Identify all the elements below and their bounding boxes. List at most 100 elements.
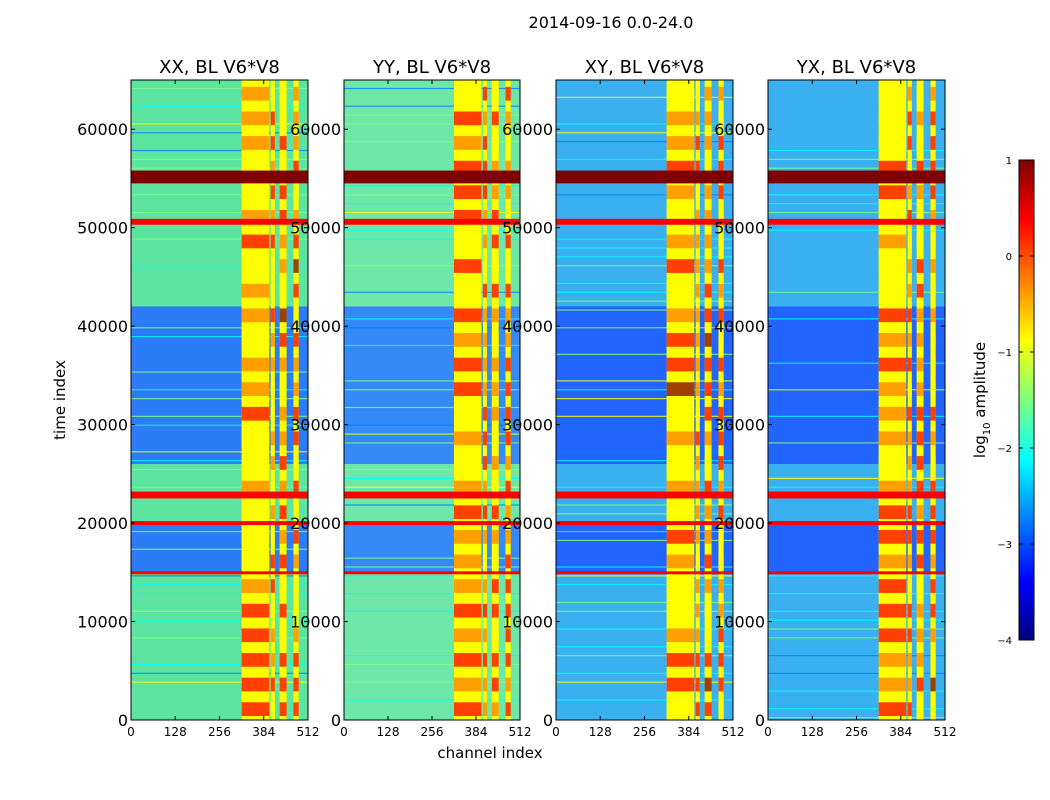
- heatmap-time-stripe: [556, 415, 733, 417]
- heatmap-flagged-band: [768, 571, 945, 575]
- heatmap-cell: [279, 603, 287, 618]
- heatmap-quiet-region: [768, 523, 945, 573]
- x-tick-label: 384: [889, 725, 912, 739]
- heatmap-time-stripe: [344, 575, 520, 577]
- heatmap-cell: [293, 357, 299, 372]
- heatmap-time-stripe: [344, 655, 520, 657]
- heatmap-cell: [482, 505, 487, 520]
- heatmap-cell: [482, 456, 487, 470]
- heatmap-time-stripe: [556, 327, 733, 329]
- heatmap-cell: [916, 480, 924, 495]
- heatmap-cell: [878, 136, 907, 150]
- y-axis-label: time index: [51, 360, 69, 440]
- heatmap-cell: [491, 160, 499, 175]
- heatmap-cell: [491, 406, 499, 421]
- heatmap-time-stripe: [768, 442, 945, 444]
- heatmap-cell: [241, 185, 270, 200]
- heatmap-cell: [505, 431, 511, 446]
- heatmap-cell: [241, 111, 270, 126]
- heatmap-channel-band: [916, 80, 924, 720]
- heatmap-cell: [454, 86, 482, 101]
- heatmap-cell: [718, 505, 724, 520]
- heatmap-cell: [916, 136, 924, 150]
- heatmap-cell: [695, 86, 700, 101]
- heatmap-cell: [454, 136, 482, 150]
- x-tick-label: 384: [465, 725, 488, 739]
- heatmap-cell: [482, 529, 487, 544]
- heatmap-time-stripe: [556, 672, 733, 674]
- heatmap-cell: [241, 357, 270, 372]
- heatmap-flagged-band: [131, 491, 308, 499]
- x-axis-label: channel index: [437, 744, 542, 762]
- heatmap-cell: [718, 185, 724, 200]
- heatmap-cell: [270, 456, 275, 470]
- heatmap-quiet-region: [344, 306, 520, 464]
- heatmap-flagged-band: [131, 521, 308, 526]
- heatmap-cell: [704, 677, 712, 692]
- heatmap-time-stripe: [768, 229, 945, 231]
- heatmap-cell: [695, 554, 700, 569]
- heatmap-cell: [704, 554, 712, 569]
- y-tick-label: 40000: [714, 317, 765, 336]
- heatmap-cell: [270, 677, 275, 692]
- y-tick-label: 40000: [502, 317, 553, 336]
- heatmap-time-stripe: [556, 601, 733, 604]
- heatmap-cell: [930, 628, 936, 643]
- heatmap-cell: [482, 382, 487, 396]
- heatmap-cell: [916, 160, 924, 175]
- heatmap-cell: [279, 333, 287, 347]
- heatmap-time-stripe: [768, 672, 945, 674]
- heatmap-cell: [505, 456, 511, 470]
- heatmap-cell: [718, 702, 724, 716]
- heatmap-cell: [279, 259, 287, 273]
- heatmap-time-stripe: [344, 291, 520, 293]
- heatmap-time-stripe: [556, 353, 733, 355]
- heatmap-time-stripe: [344, 442, 520, 444]
- heatmap-cell: [241, 529, 270, 544]
- heatmap-cell: [704, 382, 712, 396]
- heatmap-channel-band: [907, 80, 912, 720]
- heatmap-cell: [704, 628, 712, 643]
- heatmap-cell: [241, 702, 270, 716]
- heatmap-time-stripe: [131, 132, 308, 134]
- heatmap-cell: [718, 308, 724, 323]
- heatmap-cell: [270, 357, 275, 372]
- heatmap-time-stripe: [131, 548, 308, 550]
- heatmap-cell: [241, 480, 270, 495]
- heatmap-cell: [279, 234, 287, 249]
- heatmap-cell: [704, 111, 712, 126]
- heatmap-cell: [241, 86, 270, 101]
- heatmap-cell: [491, 333, 499, 347]
- colorbar-tick-label: −3: [997, 540, 1012, 551]
- heatmap-cell: [505, 529, 511, 544]
- heatmap-time-stripe: [768, 389, 945, 391]
- heatmap-cell: [907, 111, 912, 126]
- heatmap-cell: [930, 160, 936, 175]
- heatmap-time-stripe: [556, 132, 733, 134]
- heatmap-time-stripe: [344, 123, 520, 125]
- heatmap-time-stripe: [344, 141, 520, 143]
- heatmap-cell: [454, 653, 482, 667]
- heatmap-cell: [491, 357, 499, 372]
- heatmap-time-stripe: [768, 194, 945, 196]
- heatmap-cell: [279, 283, 287, 298]
- heatmap-cell: [916, 382, 924, 396]
- heatmap-cell: [505, 160, 511, 175]
- heatmap-cell: [270, 136, 275, 150]
- heatmap-cell: [293, 653, 299, 667]
- heatmap-time-stripe: [131, 327, 308, 329]
- heatmap-cell: [907, 283, 912, 298]
- heatmap-cell: [930, 702, 936, 716]
- heatmap-cell: [293, 86, 299, 101]
- heatmap-time-stripe: [344, 380, 520, 382]
- heatmap-cell: [491, 505, 499, 520]
- heatmap-cell: [666, 86, 695, 101]
- heatmap-time-stripe: [556, 628, 733, 630]
- heatmap-time-stripe: [556, 584, 733, 586]
- heatmap-cell: [482, 677, 487, 692]
- panel-title: YX, BL V6*V8: [796, 57, 916, 78]
- heatmap-cell: [293, 234, 299, 249]
- heatmap-cell: [907, 185, 912, 200]
- heatmap-cell: [878, 628, 907, 643]
- colorbar-tick-label: −1: [997, 348, 1012, 359]
